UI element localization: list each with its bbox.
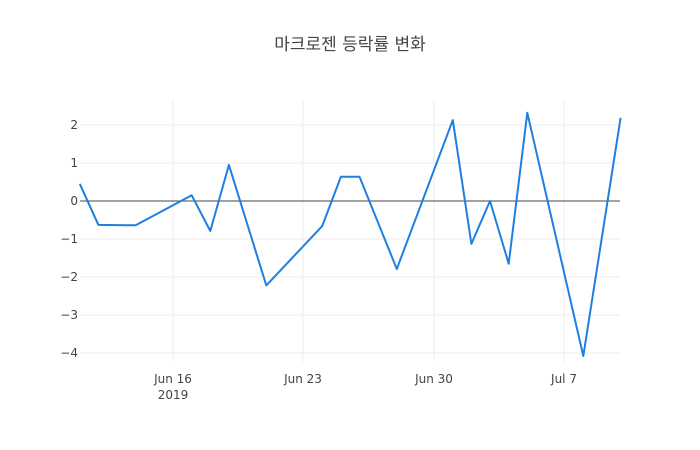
y-tick-label: −4 [60, 346, 78, 360]
y-tick-label: −3 [60, 308, 78, 322]
y-tick-label: −2 [60, 270, 78, 284]
x-tick-label: Jul 7 [550, 372, 577, 386]
y-tick-label: 0 [70, 194, 78, 208]
y-tick-label: −1 [60, 232, 78, 246]
x-tick-label: Jun 23 [283, 372, 322, 386]
y-tick-label: 2 [70, 118, 78, 132]
x-tick-label: Jun 16 [153, 372, 192, 386]
y-axis-ticks: 2 1 0 −1 −2 −3 −4 [60, 118, 78, 360]
x-tick-label: Jun 30 [414, 372, 453, 386]
x-axis-ticks: Jun 16 2019 Jun 23 Jun 30 Jul 7 [153, 372, 577, 402]
x-tick-year-label: 2019 [158, 388, 189, 402]
grid-lines [80, 100, 620, 362]
chart-title: 마크로젠 등락률 변화 [274, 35, 426, 55]
series-line[interactable] [78, 111, 622, 357]
y-tick-label: 1 [70, 156, 78, 170]
